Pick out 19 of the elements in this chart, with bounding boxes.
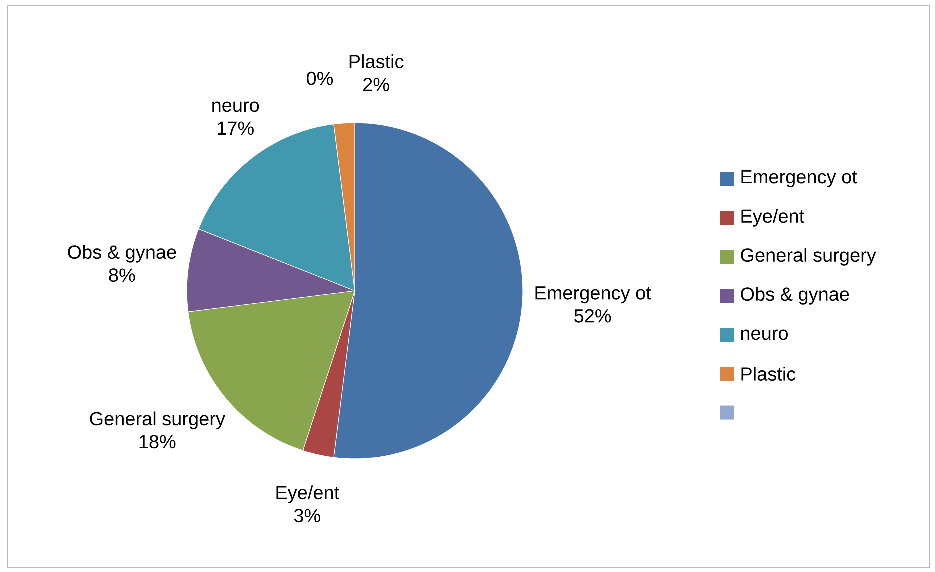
slice-label: General surgery: [90, 412, 226, 430]
legend-label: neuro: [741, 330, 788, 340]
data-label: 8%: [109, 268, 136, 282]
data-label: 17%: [218, 122, 254, 136]
slice-label: neuro: [212, 102, 260, 112]
slice-label: Obs & gynae: [68, 245, 176, 263]
slice-label: Emergency ot: [536, 286, 652, 304]
legend-label: General surgery: [741, 248, 876, 266]
legend-label: Obs & gynae: [741, 287, 850, 305]
data-label: 3%: [294, 509, 320, 523]
legend-label: Plastic: [742, 367, 796, 381]
data-label: 52%: [574, 309, 612, 323]
slice-label: Plastic: [350, 54, 404, 69]
text: 0%: [307, 72, 334, 86]
data-label: 2%: [364, 78, 390, 92]
data-label: 18%: [140, 435, 176, 449]
legend-label: Emergency ot: [742, 170, 858, 188]
legend-label: Eye/ent: [742, 209, 804, 227]
slice-label: Eye/ent: [276, 486, 340, 504]
